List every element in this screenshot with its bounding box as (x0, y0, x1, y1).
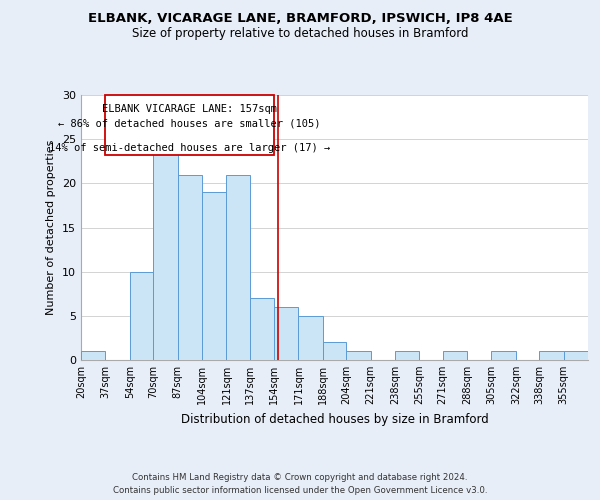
Bar (346, 351, 371, 360)
Bar (491, 351, 516, 360)
X-axis label: Distribution of detached houses by size in Bramford: Distribution of detached houses by size … (181, 412, 488, 426)
Bar (563, 351, 588, 360)
Bar (202, 192, 226, 360)
Bar (226, 174, 250, 360)
Bar (443, 351, 467, 360)
Bar (274, 307, 298, 360)
Bar (250, 298, 274, 360)
Y-axis label: Number of detached properties: Number of detached properties (46, 140, 56, 315)
Bar (153, 139, 178, 360)
Text: ELBANK, VICARAGE LANE, BRAMFORD, IPSWICH, IP8 4AE: ELBANK, VICARAGE LANE, BRAMFORD, IPSWICH… (88, 12, 512, 26)
Text: ELBANK VICARAGE LANE: 157sqm: ELBANK VICARAGE LANE: 157sqm (102, 104, 277, 114)
Bar (539, 351, 563, 360)
Text: Contains public sector information licensed under the Open Government Licence v3: Contains public sector information licen… (113, 486, 487, 495)
Text: Contains HM Land Registry data © Crown copyright and database right 2024.: Contains HM Land Registry data © Crown c… (132, 472, 468, 482)
FancyBboxPatch shape (106, 95, 274, 155)
Text: 14% of semi-detached houses are larger (17) →: 14% of semi-detached houses are larger (… (49, 143, 331, 153)
Bar (298, 316, 323, 360)
Bar (81, 351, 106, 360)
Bar (323, 342, 346, 360)
Text: Size of property relative to detached houses in Bramford: Size of property relative to detached ho… (132, 28, 468, 40)
Bar (395, 351, 419, 360)
Text: ← 86% of detached houses are smaller (105): ← 86% of detached houses are smaller (10… (58, 118, 321, 128)
Bar (178, 174, 202, 360)
Bar (130, 272, 153, 360)
